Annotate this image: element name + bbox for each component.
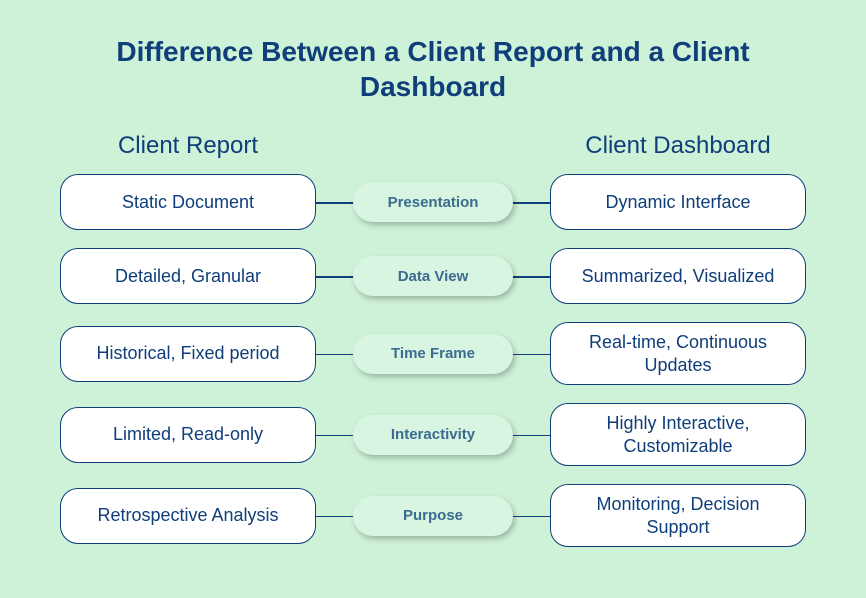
category-pill: Interactivity [353, 415, 513, 455]
left-value-pill: Limited, Read-only [60, 407, 316, 463]
right-value-pill: Highly Interactive, Customizable [550, 403, 806, 466]
comparison-row: Static Document Presentation Dynamic Int… [60, 174, 806, 230]
left-value-pill: Historical, Fixed period [60, 326, 316, 382]
comparison-row: Retrospective Analysis Purpose Monitorin… [60, 484, 806, 547]
right-value-pill: Monitoring, Decision Support [550, 484, 806, 547]
left-value-pill: Retrospective Analysis [60, 488, 316, 544]
category-pill: Presentation [353, 182, 513, 222]
right-value-pill: Summarized, Visualized [550, 248, 806, 304]
infographic-container: Difference Between a Client Report and a… [0, 0, 866, 598]
category-pill: Time Frame [353, 334, 513, 374]
comparison-rows: Static Document Presentation Dynamic Int… [60, 174, 806, 547]
comparison-row: Limited, Read-only Interactivity Highly … [60, 403, 806, 466]
left-value-pill: Detailed, Granular [60, 248, 316, 304]
right-value-pill: Real-time, Continuous Updates [550, 322, 806, 385]
main-title: Difference Between a Client Report and a… [60, 34, 806, 104]
left-value-pill: Static Document [60, 174, 316, 230]
right-column-header: Client Dashboard [550, 132, 806, 160]
comparison-row: Historical, Fixed period Time Frame Real… [60, 322, 806, 385]
category-pill: Data View [353, 256, 513, 296]
column-headers: Client Report Client Dashboard [60, 132, 806, 160]
category-pill: Purpose [353, 496, 513, 536]
comparison-row: Detailed, Granular Data View Summarized,… [60, 248, 806, 304]
right-value-pill: Dynamic Interface [550, 174, 806, 230]
left-column-header: Client Report [60, 132, 316, 160]
